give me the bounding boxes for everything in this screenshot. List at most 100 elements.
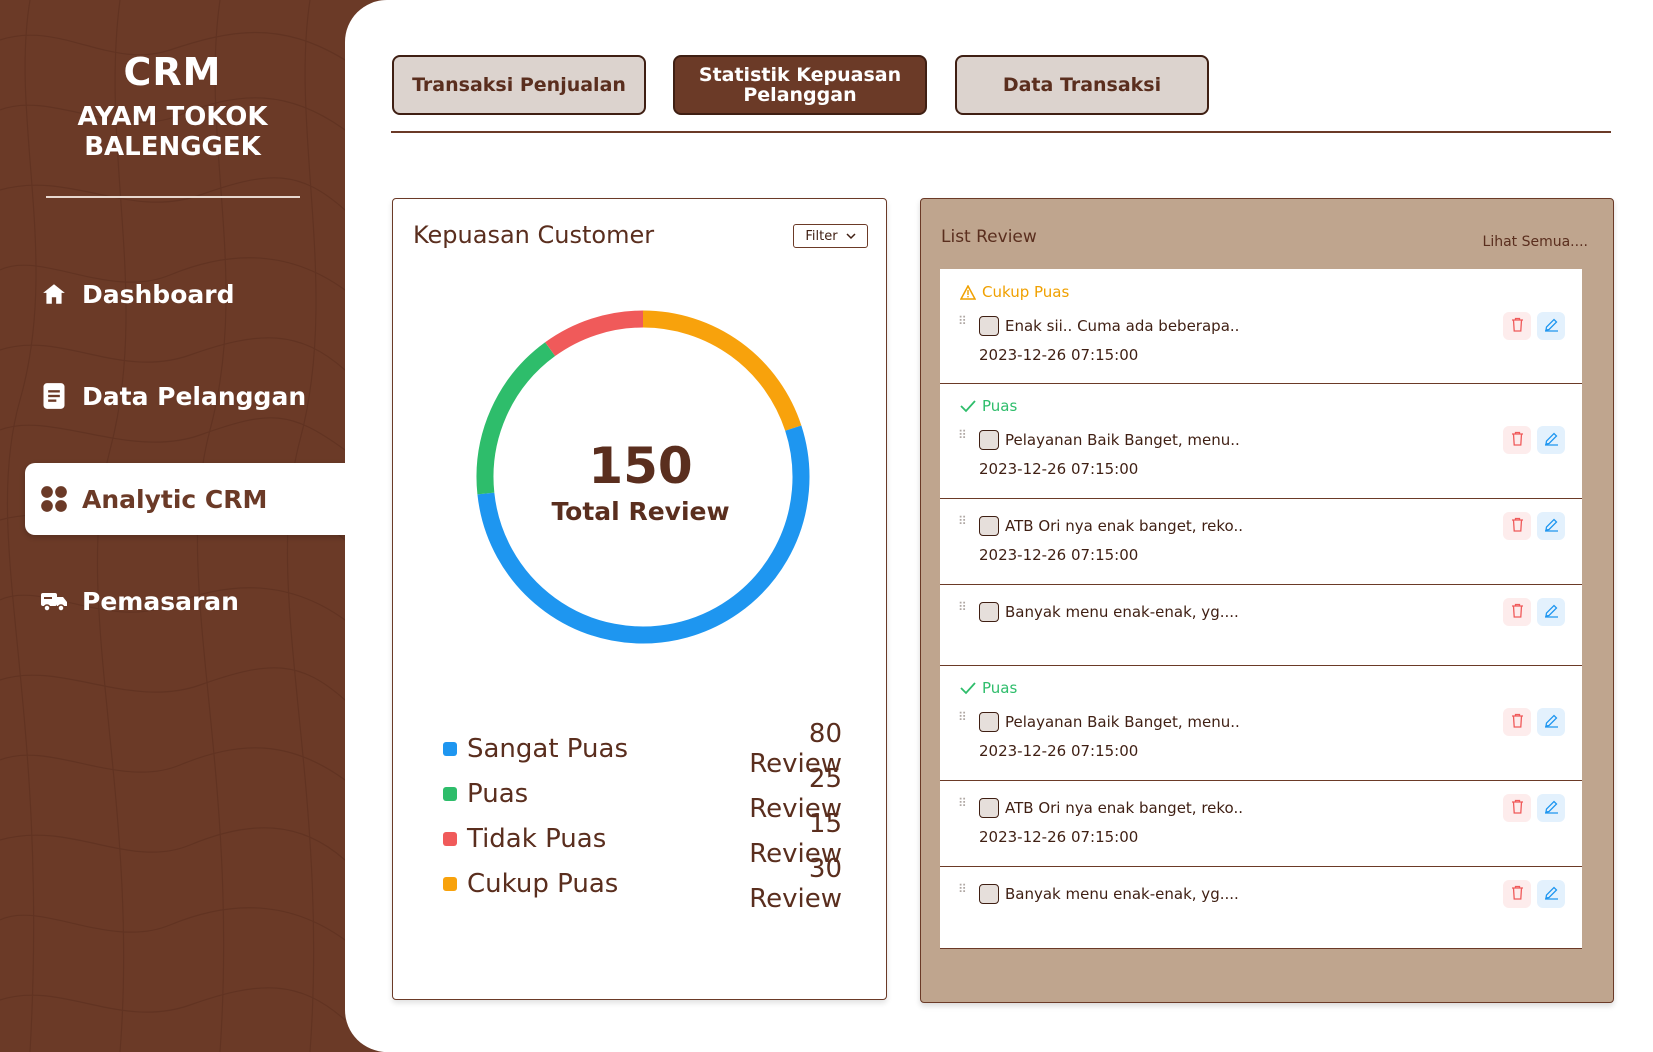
review-date: 2023-12-26 07:15:00 bbox=[979, 546, 1139, 564]
nav-item-label: Data Pelanggan bbox=[82, 381, 307, 411]
review-text: Enak sii.. Cuma ada beberapa.. bbox=[1005, 317, 1240, 335]
edit-button[interactable] bbox=[1537, 708, 1565, 736]
legend-item-sangat-puas: Sangat Puas 80 Review bbox=[443, 719, 843, 779]
edit-button[interactable] bbox=[1537, 512, 1565, 540]
home-icon bbox=[40, 280, 68, 308]
legend-swatch bbox=[443, 787, 457, 801]
nav-item-pemasaran[interactable]: Pemasaran bbox=[40, 581, 239, 621]
edit-button[interactable] bbox=[1537, 880, 1565, 908]
pencil-icon bbox=[1544, 603, 1559, 622]
tabs-divider bbox=[391, 131, 1611, 133]
nav-item-data-pelanggan[interactable]: Data Pelanggan bbox=[40, 376, 306, 416]
legend-name: Cukup Puas bbox=[467, 869, 619, 899]
delete-button[interactable] bbox=[1503, 512, 1531, 540]
delete-button[interactable] bbox=[1503, 312, 1531, 340]
trash-icon bbox=[1511, 603, 1524, 622]
review-item: ⠿ ATB Ori nya enak banget, reko.. 2023-1… bbox=[940, 781, 1582, 867]
edit-button[interactable] bbox=[1537, 426, 1565, 454]
drag-handle-icon[interactable]: ⠿ bbox=[958, 882, 968, 896]
review-status: Puas bbox=[960, 679, 1017, 697]
legend-item-cukup-puas: Cukup Puas 30 Review bbox=[443, 854, 843, 914]
trash-icon bbox=[1511, 799, 1524, 818]
drag-handle-icon[interactable]: ⠿ bbox=[958, 600, 968, 614]
total-review-label: Total Review bbox=[551, 497, 730, 526]
edit-button[interactable] bbox=[1537, 598, 1565, 626]
review-item: Puas ⠿ Pelayanan Baik Banget, menu.. 202… bbox=[940, 666, 1582, 781]
see-all-link[interactable]: Lihat Semua.... bbox=[1482, 234, 1588, 250]
review-checkbox[interactable] bbox=[979, 884, 999, 904]
total-review-count: 150 bbox=[588, 437, 693, 495]
delete-button[interactable] bbox=[1503, 708, 1531, 736]
legend-swatch bbox=[443, 877, 457, 891]
drag-handle-icon[interactable]: ⠿ bbox=[958, 796, 968, 810]
review-date: 2023-12-26 07:15:00 bbox=[979, 742, 1139, 760]
delete-button[interactable] bbox=[1503, 794, 1531, 822]
review-text: Banyak menu enak-enak, yg.... bbox=[1005, 885, 1239, 903]
drag-handle-icon[interactable]: ⠿ bbox=[958, 710, 968, 724]
brand-divider bbox=[46, 196, 300, 198]
trash-icon bbox=[1511, 317, 1524, 336]
review-date: 2023-12-26 07:15:00 bbox=[979, 346, 1139, 364]
nav-item-label: Dashboard bbox=[82, 279, 235, 309]
review-item: ⠿ Banyak menu enak-enak, yg.... bbox=[940, 585, 1582, 666]
review-status-label: Puas bbox=[982, 679, 1018, 697]
review-text: Banyak menu enak-enak, yg.... bbox=[1005, 603, 1239, 621]
main-content: Transaksi Penjualan Statistik Kepuasan P… bbox=[345, 0, 1653, 1052]
review-checkbox[interactable] bbox=[979, 316, 999, 336]
legend-swatch bbox=[443, 832, 457, 846]
sidebar: CRM AYAM TOKOK BALENGGEK Dashboard Data … bbox=[0, 0, 345, 1052]
drag-handle-icon[interactable]: ⠿ bbox=[958, 314, 968, 328]
pencil-icon bbox=[1544, 799, 1559, 818]
tab-transaksi-penjualan[interactable]: Transaksi Penjualan bbox=[392, 55, 646, 115]
review-checkbox[interactable] bbox=[979, 712, 999, 732]
brand-subtitle: AYAM TOKOK BALENGGEK bbox=[77, 102, 268, 162]
filter-label: Filter bbox=[805, 228, 838, 244]
brand: CRM AYAM TOKOK BALENGGEK bbox=[0, 50, 345, 162]
delete-button[interactable] bbox=[1503, 426, 1531, 454]
review-status: Puas bbox=[960, 397, 1017, 415]
legend-swatch bbox=[443, 742, 457, 756]
check-icon bbox=[960, 400, 976, 413]
pencil-icon bbox=[1544, 317, 1559, 336]
delete-button[interactable] bbox=[1503, 880, 1531, 908]
brand-title: CRM bbox=[123, 50, 222, 94]
wood-texture-background bbox=[0, 0, 345, 1052]
donut-slice-tidak-puas bbox=[545, 310, 644, 357]
legend-count: 80 Review bbox=[749, 719, 842, 779]
review-checkbox[interactable] bbox=[979, 516, 999, 536]
review-item: ⠿ Banyak menu enak-enak, yg.... bbox=[940, 867, 1582, 949]
nav-active-highlight bbox=[25, 463, 345, 535]
card-title: Kepuasan Customer bbox=[413, 221, 655, 249]
edit-button[interactable] bbox=[1537, 312, 1565, 340]
drag-handle-icon[interactable]: ⠿ bbox=[958, 514, 968, 528]
review-checkbox[interactable] bbox=[979, 602, 999, 622]
review-status-label: Puas bbox=[982, 397, 1018, 415]
filter-dropdown[interactable]: Filter bbox=[793, 224, 868, 248]
pencil-icon bbox=[1544, 431, 1559, 450]
review-text: Pelayanan Baik Banget, menu.. bbox=[1005, 713, 1240, 731]
edit-button[interactable] bbox=[1537, 794, 1565, 822]
review-text: ATB Ori nya enak banget, reko.. bbox=[1005, 799, 1244, 817]
review-item: Puas ⠿ Pelayanan Baik Banget, menu.. 202… bbox=[940, 384, 1582, 499]
satisfaction-card: Kepuasan Customer Filter 150 Total Revie… bbox=[392, 198, 887, 1000]
pencil-icon bbox=[1544, 517, 1559, 536]
nav-item-analytic-crm[interactable]: Analytic CRM bbox=[40, 479, 267, 519]
review-item: Cukup Puas ⠿ Enak sii.. Cuma ada beberap… bbox=[940, 269, 1582, 384]
delete-button[interactable] bbox=[1503, 598, 1531, 626]
nav-item-label: Pemasaran bbox=[82, 586, 239, 616]
trash-icon bbox=[1511, 517, 1524, 536]
trash-icon bbox=[1511, 431, 1524, 450]
review-checkbox[interactable] bbox=[979, 430, 999, 450]
nav-item-dashboard[interactable]: Dashboard bbox=[40, 274, 234, 314]
tab-statistik-kepuasan[interactable]: Statistik Kepuasan Pelanggan bbox=[673, 55, 927, 115]
legend-name: Puas bbox=[467, 779, 529, 809]
drag-handle-icon[interactable]: ⠿ bbox=[958, 428, 968, 442]
review-checkbox[interactable] bbox=[979, 798, 999, 818]
legend-item-puas: Puas 25 Review bbox=[443, 764, 843, 824]
tab-data-transaksi[interactable]: Data Transaksi bbox=[955, 55, 1209, 115]
review-item: ⠿ ATB Ori nya enak banget, reko.. 2023-1… bbox=[940, 499, 1582, 585]
review-text: Pelayanan Baik Banget, menu.. bbox=[1005, 431, 1240, 449]
legend-count: 30 Review bbox=[749, 854, 842, 914]
legend-name: Tidak Puas bbox=[467, 824, 607, 854]
chevron-down-icon bbox=[846, 229, 856, 244]
